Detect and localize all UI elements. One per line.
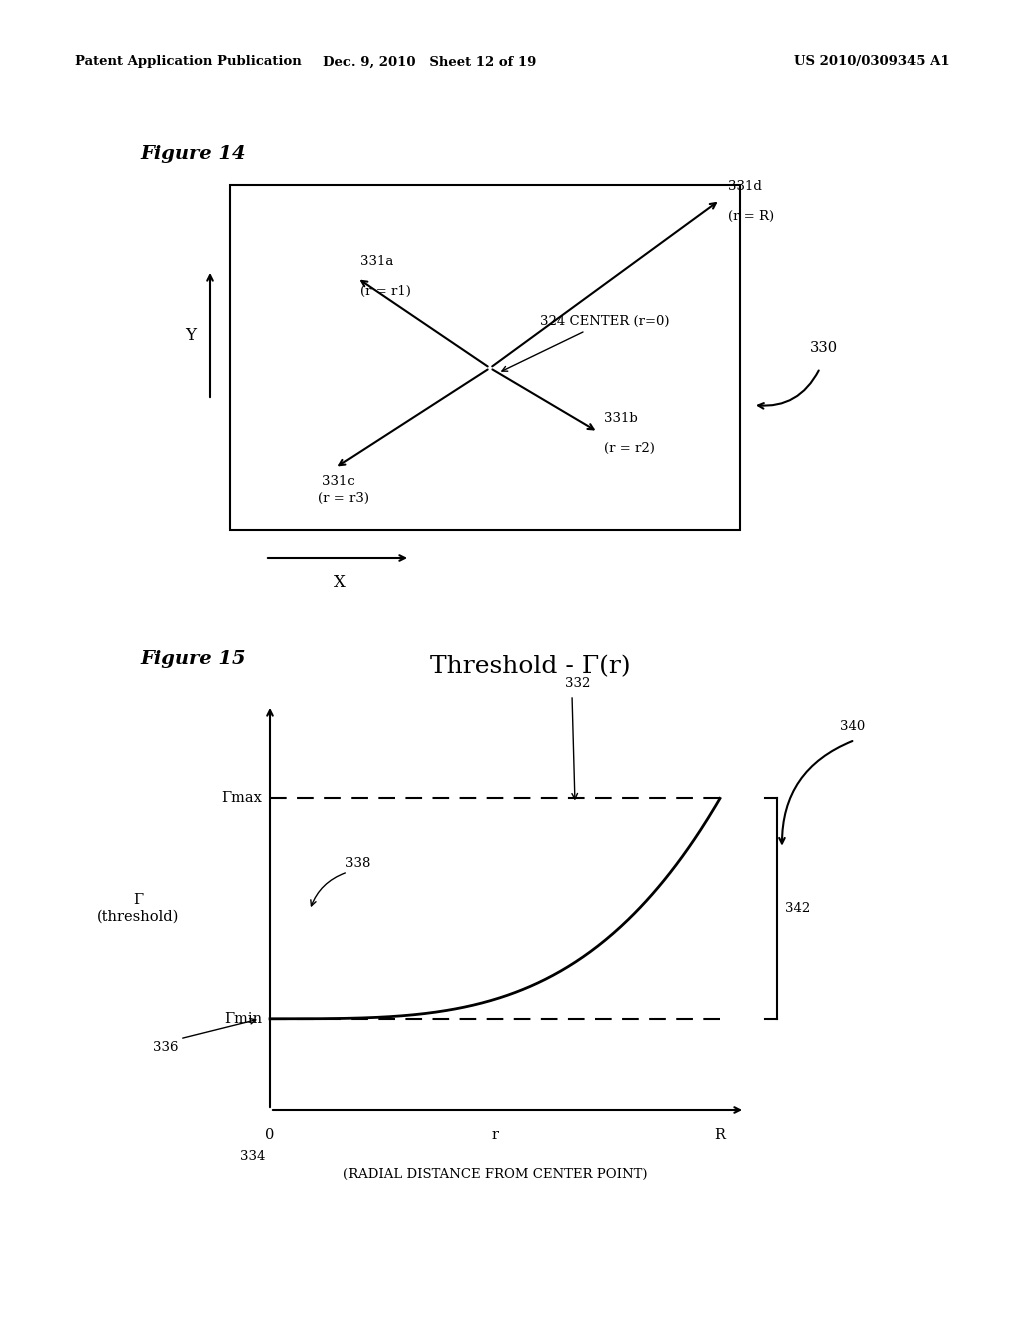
Text: Dec. 9, 2010   Sheet 12 of 19: Dec. 9, 2010 Sheet 12 of 19 [324,55,537,69]
Text: Patent Application Publication: Patent Application Publication [75,55,302,69]
Text: (r = R): (r = R) [728,210,774,223]
Bar [230,185,740,531]
Text: 331a: 331a [360,255,393,268]
Text: (r = r3): (r = r3) [318,492,369,506]
Text: 331d: 331d [728,180,762,193]
Text: Figure 14: Figure 14 [140,145,246,162]
Text: 331c: 331c [322,475,354,488]
Text: 332: 332 [565,677,591,690]
Text: Figure 15: Figure 15 [140,649,246,668]
Text: (RADIAL DISTANCE FROM CENTER POINT): (RADIAL DISTANCE FROM CENTER POINT) [343,1168,647,1181]
Text: 340: 340 [840,719,865,733]
Text: US 2010/0309345 A1: US 2010/0309345 A1 [795,55,950,69]
Text: 338: 338 [345,857,371,870]
Text: 324 CENTER (r=0): 324 CENTER (r=0) [502,315,670,371]
Text: 336: 336 [153,1040,178,1053]
Text: 0: 0 [265,1129,274,1142]
Text: Γmin: Γmin [224,1012,262,1026]
Text: Γmax: Γmax [221,792,262,805]
Text: 331b: 331b [604,412,638,425]
Text: Threshold - Γ(r): Threshold - Γ(r) [430,655,631,678]
Text: r: r [492,1129,499,1142]
Text: Y: Y [185,326,196,343]
Text: R: R [715,1129,725,1142]
Text: 342: 342 [785,902,810,915]
Text: X: X [334,574,346,591]
Text: 330: 330 [810,341,838,355]
Text: (r = r1): (r = r1) [360,285,411,298]
Text: 334: 334 [240,1150,265,1163]
Text: Γ
(threshold): Γ (threshold) [97,894,179,924]
Text: (r = r2): (r = r2) [604,442,655,455]
